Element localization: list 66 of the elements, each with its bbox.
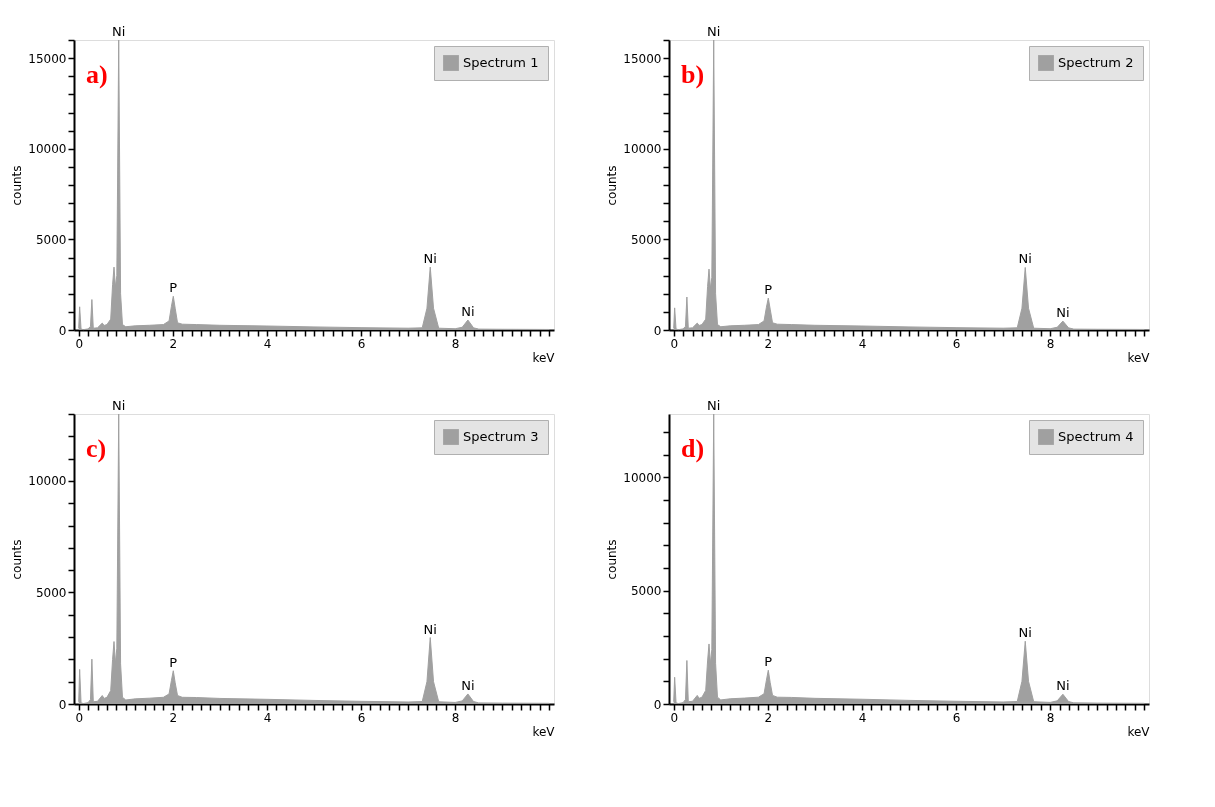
annotation: Ni xyxy=(461,677,475,693)
y-tick-label: 15000 xyxy=(623,51,662,66)
annotation: P xyxy=(169,280,178,296)
annotation: Ni xyxy=(1018,625,1032,641)
y-tick-label: 5000 xyxy=(35,232,67,247)
legend-label: Spectrum 4 xyxy=(1058,429,1134,444)
x-tick-label: 4 xyxy=(263,336,272,351)
x-tick-label: 4 xyxy=(263,710,272,725)
y-axis-title: counts xyxy=(10,539,25,580)
y-tick-label: 10000 xyxy=(623,470,662,485)
annotation: Ni xyxy=(112,398,126,413)
x-tick-label: 6 xyxy=(952,336,961,351)
annotation: Ni xyxy=(423,251,437,267)
x-tick-label: 0 xyxy=(670,336,679,351)
x-tick-label: 0 xyxy=(670,710,679,725)
y-tick-label: 0 xyxy=(58,697,67,712)
annotation: P xyxy=(169,654,178,670)
x-tick-label: 8 xyxy=(451,336,460,351)
x-tick-label: 4 xyxy=(858,336,867,351)
x-tick-label: 2 xyxy=(169,710,178,725)
x-tick-label: 2 xyxy=(169,336,178,351)
legend-label: Spectrum 2 xyxy=(1058,55,1134,70)
y-tick-label: 0 xyxy=(653,323,662,338)
y-axis-title: counts xyxy=(605,165,620,206)
y-tick-label: 0 xyxy=(58,323,67,338)
annotation: Ni xyxy=(707,24,721,39)
x-tick-label: 0 xyxy=(75,336,84,351)
annotation: Ni xyxy=(1018,251,1032,267)
y-axis-title: counts xyxy=(10,165,25,206)
annotation: Ni xyxy=(423,621,437,637)
x-tick-label: 2 xyxy=(764,710,773,725)
x-tick-label: 0 xyxy=(75,710,84,725)
annotation: Ni xyxy=(112,24,126,39)
y-tick-label: 10000 xyxy=(28,474,67,489)
x-tick-label: 6 xyxy=(357,710,366,725)
x-tick-label: 8 xyxy=(451,710,460,725)
annotation: P xyxy=(764,282,773,298)
legend-label: Spectrum 1 xyxy=(463,55,539,70)
y-tick-label: 5000 xyxy=(630,584,662,599)
x-axis-title: keV xyxy=(532,724,556,739)
x-axis-title: keV xyxy=(1127,350,1151,365)
x-tick-label: 6 xyxy=(952,710,961,725)
annotation: c) xyxy=(86,434,107,463)
x-tick-label: 4 xyxy=(858,710,867,725)
y-tick-label: 5000 xyxy=(630,232,662,247)
y-tick-label: 0 xyxy=(653,697,662,712)
x-tick-label: 8 xyxy=(1046,336,1055,351)
y-tick-label: 15000 xyxy=(28,51,67,66)
x-axis-title: keV xyxy=(532,350,556,365)
legend-label: Spectrum 3 xyxy=(463,429,539,444)
annotation: a) xyxy=(86,60,108,89)
x-tick-label: 6 xyxy=(357,336,366,351)
annotation: Ni xyxy=(461,304,475,320)
x-tick-label: 8 xyxy=(1046,710,1055,725)
annotation: Ni xyxy=(707,398,721,413)
annotation: d) xyxy=(681,434,705,463)
annotation: b) xyxy=(681,60,705,89)
annotation: Ni xyxy=(1056,678,1070,694)
y-axis-title: counts xyxy=(605,539,620,580)
y-tick-label: 10000 xyxy=(623,142,662,157)
y-tick-label: 5000 xyxy=(35,585,67,600)
annotation: P xyxy=(764,654,773,670)
x-axis-title: keV xyxy=(1127,724,1151,739)
annotation: Ni xyxy=(1056,305,1070,321)
x-tick-label: 2 xyxy=(764,336,773,351)
y-tick-label: 10000 xyxy=(28,142,67,157)
